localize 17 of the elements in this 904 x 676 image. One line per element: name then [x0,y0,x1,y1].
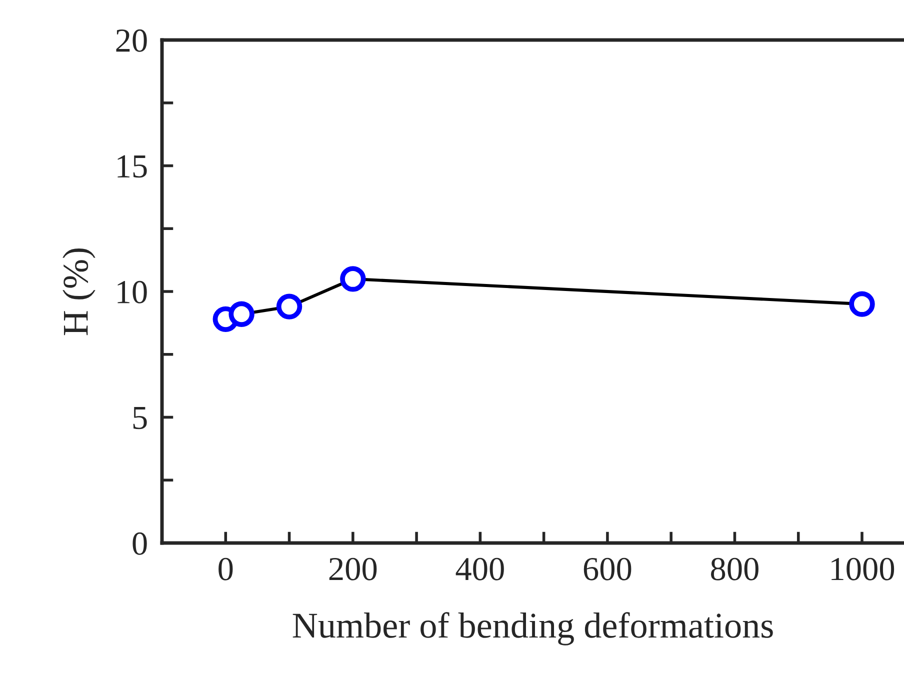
point [340,266,366,292]
y-tick-label: 15 [118,155,147,178]
point [276,294,302,320]
x-tick-label: 400 [456,558,504,580]
x-axis-title: Number of bending deformations [292,612,773,646]
x-tick-label: 600 [584,558,632,580]
point [228,301,254,327]
y-axis-title: H (%) [62,248,96,336]
y-tick-label: 20 [116,29,147,52]
y-tick-label: 10 [118,280,147,304]
x-tick-label: 800 [711,558,758,580]
point [849,291,875,317]
y-tick-label: 5 [133,406,147,430]
x-tick-label: 1000 [832,558,894,580]
y-tick-label: 0 [132,532,147,555]
x-tick-label: 200 [329,558,377,580]
x-tick-label: 0 [218,558,233,580]
